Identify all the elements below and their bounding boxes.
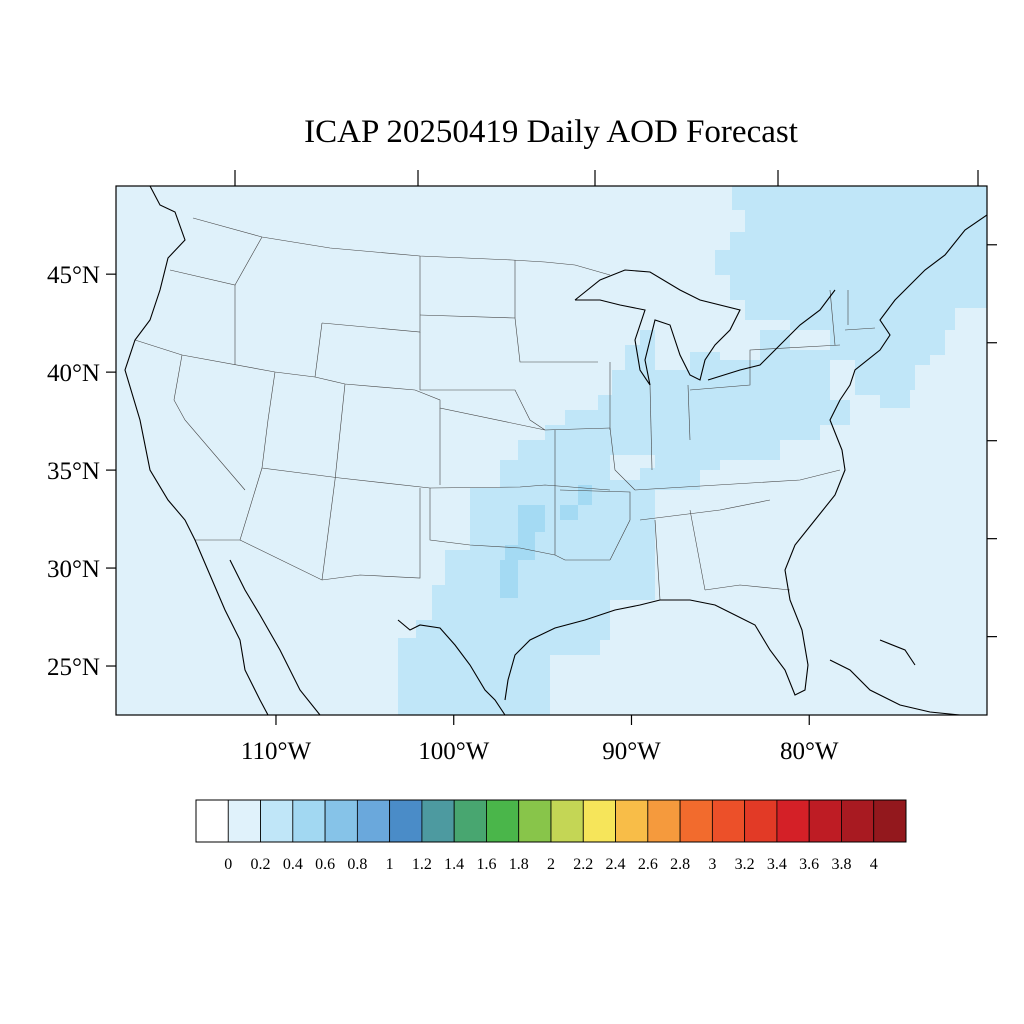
aod-core-texas (500, 505, 545, 598)
colorbar-label: 2 (547, 856, 555, 873)
colorbar-swatch (227, 799, 261, 843)
colorbar-swatch (873, 799, 907, 843)
colorbar-swatch (518, 799, 552, 843)
colorbar-swatch (195, 799, 229, 843)
colorbar-label: 2.4 (606, 856, 626, 873)
colorbar-swatch (808, 799, 842, 843)
colorbar-label: 3.2 (735, 856, 755, 873)
colorbar-label: 0.2 (251, 856, 271, 873)
colorbar-label: 0.8 (347, 856, 367, 873)
state-boundaries (134, 217, 876, 601)
lat-tick-label: 25°N (47, 654, 100, 681)
colorbar-swatch (841, 799, 875, 843)
colorbar-swatch (550, 799, 584, 843)
colorbar-label: 3.4 (767, 856, 787, 873)
map-axis-ticks (106, 170, 997, 725)
coastlines (124, 186, 987, 715)
aod-field (398, 186, 987, 715)
colorbar-swatch (744, 799, 778, 843)
aod-plume-south-central (398, 395, 720, 715)
colorbar-label: 2.2 (573, 856, 593, 873)
map-panel: 45°N 40°N 35°N 30°N 25°N 110°W 100°W 90°W 80°W (47, 170, 997, 765)
lon-tick-label: 90°W (602, 738, 661, 765)
latitude-axis-labels: 45°N 40°N 35°N 30°N 25°N (47, 262, 100, 681)
aod-plume-northeast (715, 186, 987, 408)
colorbar-swatch (356, 799, 391, 843)
colorbar-swatch (324, 799, 358, 843)
map-frame (115, 185, 988, 716)
colorbar-label: 1 (386, 856, 394, 873)
lon-tick-label: 80°W (780, 738, 839, 765)
colorbar-swatch (647, 799, 681, 843)
colorbar-label: 0.4 (283, 856, 303, 873)
colorbar-label: 1.6 (476, 856, 496, 873)
lat-tick-label: 30°N (47, 556, 100, 583)
colorbar-swatch (582, 799, 616, 843)
colorbar-label: 1.8 (509, 856, 529, 873)
aod-core-arkansas (560, 485, 592, 520)
colorbar-swatch (711, 799, 746, 843)
colorbar-frame (195, 799, 907, 843)
colorbar-label: 0 (224, 856, 232, 873)
colorbar-label: 1.4 (444, 856, 464, 873)
colorbar-swatch (679, 799, 713, 843)
colorbar-label: 2.8 (670, 856, 690, 873)
colorbar-swatch (776, 799, 810, 843)
colorbar-swatch (260, 799, 294, 843)
colorbar-label: 3.8 (831, 856, 851, 873)
colorbar-swatch (453, 799, 487, 843)
lat-tick-label: 40°N (47, 360, 100, 387)
colorbar-label: 3.6 (799, 856, 819, 873)
colorbar-swatch (389, 799, 423, 843)
lat-tick-label: 45°N (47, 262, 100, 289)
colorbar: 0 0.2 0.4 0.6 0.8 1 1.2 1.4 1.6 1.8 2 2.2 2.4 2.6 2.8 3… (195, 799, 907, 873)
colorbar-swatch (615, 799, 649, 843)
colorbar-label: 4 (870, 856, 878, 873)
colorbar-label: 1.2 (412, 856, 432, 873)
longitude-axis-labels: 110°W 100°W 90°W 80°W (241, 738, 839, 765)
lon-tick-label: 110°W (241, 738, 312, 765)
aod-plume-midwest (612, 330, 850, 470)
colorbar-label: 3 (708, 856, 716, 873)
colorbar-swatch (421, 799, 455, 843)
lat-tick-label: 35°N (47, 458, 100, 485)
map-title: ICAP 20250419 Daily AOD Forecast (304, 114, 798, 150)
lon-tick-label: 100°W (418, 738, 489, 765)
colorbar-label: 2.6 (638, 856, 658, 873)
colorbar-swatch (292, 799, 326, 843)
colorbar-label: 0.6 (315, 856, 335, 873)
colorbar-swatch (486, 799, 520, 843)
